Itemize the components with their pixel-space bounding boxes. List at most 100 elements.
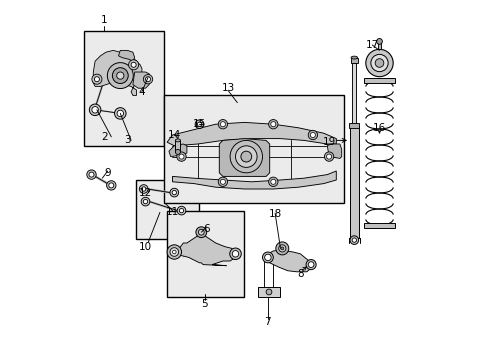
Text: 18: 18 — [268, 209, 281, 219]
Bar — [377, 41, 381, 49]
Polygon shape — [168, 144, 186, 157]
Circle shape — [175, 149, 180, 154]
Text: 17: 17 — [365, 40, 378, 50]
Circle shape — [197, 122, 201, 126]
Circle shape — [131, 62, 136, 67]
Circle shape — [145, 77, 150, 82]
Circle shape — [230, 140, 262, 173]
Circle shape — [270, 122, 275, 127]
Text: 14: 14 — [167, 130, 181, 140]
Bar — [167, 211, 244, 297]
Text: 3: 3 — [124, 135, 131, 145]
Circle shape — [177, 152, 186, 161]
Text: 10: 10 — [139, 242, 152, 252]
Circle shape — [172, 190, 176, 195]
Circle shape — [179, 208, 183, 213]
Circle shape — [241, 151, 251, 162]
Circle shape — [117, 110, 123, 117]
Circle shape — [326, 154, 331, 159]
Bar — [348, 123, 359, 128]
Circle shape — [218, 120, 227, 129]
Text: 4: 4 — [138, 87, 145, 97]
Polygon shape — [264, 250, 310, 272]
Circle shape — [89, 104, 101, 116]
Circle shape — [370, 54, 387, 72]
Circle shape — [170, 248, 178, 256]
Circle shape — [107, 63, 133, 89]
Bar — [175, 140, 180, 152]
Polygon shape — [133, 72, 151, 88]
Bar — [363, 223, 394, 228]
Circle shape — [235, 146, 257, 167]
Polygon shape — [118, 50, 134, 61]
Circle shape — [310, 132, 315, 138]
Circle shape — [307, 130, 317, 140]
Ellipse shape — [350, 56, 357, 59]
Text: 1: 1 — [101, 15, 107, 25]
Circle shape — [92, 107, 98, 113]
Circle shape — [218, 177, 227, 186]
Circle shape — [264, 254, 270, 261]
Circle shape — [112, 68, 128, 84]
Circle shape — [229, 248, 241, 260]
Ellipse shape — [175, 139, 180, 142]
Bar — [351, 63, 356, 126]
Polygon shape — [172, 171, 336, 189]
Circle shape — [220, 122, 225, 127]
Text: 2: 2 — [101, 132, 107, 142]
Polygon shape — [93, 50, 142, 95]
Bar — [349, 126, 358, 238]
Circle shape — [117, 72, 123, 79]
Circle shape — [307, 262, 313, 267]
Circle shape — [268, 120, 277, 129]
Circle shape — [89, 172, 94, 177]
Text: 7: 7 — [264, 317, 271, 327]
Text: 13: 13 — [221, 83, 234, 93]
Circle shape — [351, 238, 356, 242]
Bar — [84, 31, 163, 146]
Text: 12: 12 — [139, 188, 152, 198]
Circle shape — [220, 179, 225, 184]
Text: 6: 6 — [203, 224, 209, 234]
Text: 9: 9 — [104, 168, 111, 178]
Polygon shape — [167, 122, 336, 146]
Text: 16: 16 — [372, 123, 386, 133]
Circle shape — [365, 49, 392, 77]
Polygon shape — [326, 144, 341, 158]
Circle shape — [167, 245, 181, 259]
Polygon shape — [219, 139, 269, 176]
Text: 19: 19 — [322, 137, 335, 147]
Circle shape — [349, 236, 358, 244]
Circle shape — [141, 187, 145, 191]
Text: 15: 15 — [192, 119, 206, 129]
Bar — [363, 78, 394, 83]
Circle shape — [374, 59, 383, 67]
Circle shape — [114, 108, 126, 119]
Circle shape — [280, 247, 283, 250]
Circle shape — [232, 251, 238, 257]
Circle shape — [268, 177, 277, 186]
Circle shape — [376, 39, 382, 44]
Text: 5: 5 — [201, 299, 208, 309]
Circle shape — [108, 183, 114, 188]
Circle shape — [324, 152, 333, 161]
Bar — [163, 95, 343, 203]
Circle shape — [275, 242, 288, 255]
Circle shape — [87, 170, 96, 179]
Polygon shape — [178, 232, 235, 266]
Circle shape — [139, 185, 148, 193]
Circle shape — [198, 229, 204, 235]
Circle shape — [94, 77, 99, 82]
Bar — [136, 180, 199, 239]
Circle shape — [141, 197, 149, 206]
Text: 8: 8 — [296, 269, 303, 279]
Circle shape — [106, 181, 116, 190]
Circle shape — [278, 245, 285, 252]
Circle shape — [143, 199, 147, 204]
Circle shape — [92, 74, 102, 84]
Circle shape — [270, 179, 275, 184]
Circle shape — [196, 227, 206, 238]
Text: 11: 11 — [165, 207, 179, 217]
Circle shape — [262, 252, 273, 263]
Circle shape — [128, 60, 139, 70]
